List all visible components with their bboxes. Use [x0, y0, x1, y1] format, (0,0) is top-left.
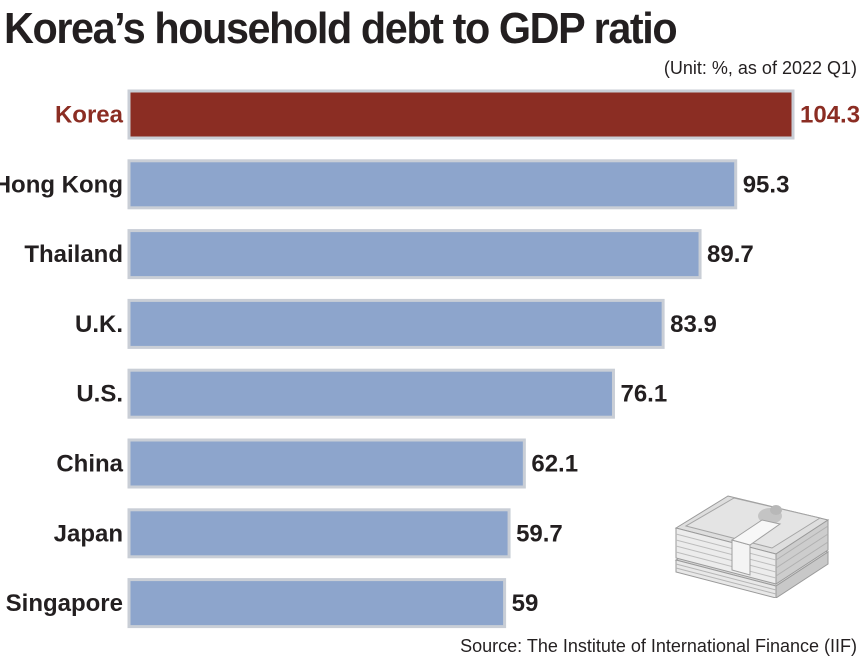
bar-china	[127, 438, 526, 489]
unit-note: (Unit: %, as of 2022 Q1)	[663, 58, 857, 78]
bar-japan	[127, 508, 511, 559]
bar-u-k	[127, 298, 665, 349]
bar-singapore	[127, 578, 507, 629]
value-label-korea: 104.3	[800, 102, 860, 129]
category-label-thailand: Thailand	[24, 241, 123, 268]
value-label-u-s: 76.1	[620, 381, 667, 408]
value-label-china: 62.1	[531, 451, 578, 478]
value-label-thailand: 89.7	[707, 241, 754, 268]
category-label-korea: Korea	[55, 102, 124, 129]
money-stack-icon	[674, 495, 830, 598]
category-label-china: China	[56, 451, 123, 478]
category-label-u-k: U.K.	[75, 311, 123, 338]
bar-korea	[127, 89, 795, 140]
bar-u-s	[127, 368, 615, 419]
bar-hong-kong	[127, 159, 738, 210]
value-label-singapore: 59	[512, 590, 539, 617]
chart-title: Korea’s household debt to GDP ratio	[4, 4, 678, 53]
category-label-singapore: Singapore	[6, 590, 123, 617]
category-label-japan: Japan	[54, 520, 123, 547]
bar-thailand	[127, 229, 702, 280]
value-label-hong-kong: 95.3	[743, 171, 790, 198]
category-label-u-s: U.S.	[76, 381, 123, 408]
category-label-hong-kong: Hong Kong	[0, 171, 123, 198]
source-note: Source: The Institute of International F…	[460, 636, 857, 656]
value-label-u-k: 83.9	[670, 311, 717, 338]
value-label-japan: 59.7	[516, 520, 563, 547]
